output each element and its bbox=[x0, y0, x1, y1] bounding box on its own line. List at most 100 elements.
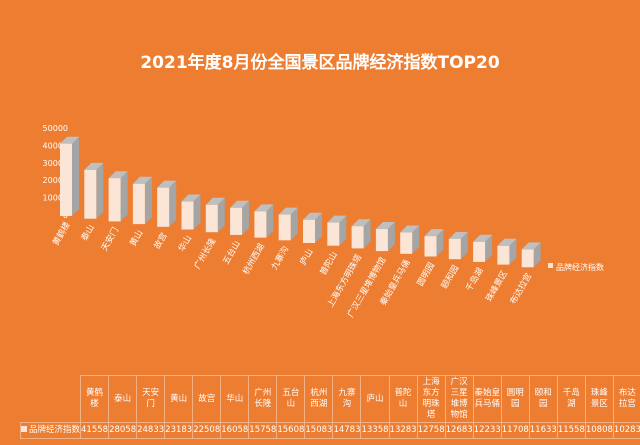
bar-side bbox=[509, 238, 517, 265]
table-header-cell: 杭州 西湖 bbox=[304, 375, 334, 423]
table-header-cell: 天安门 bbox=[136, 375, 166, 423]
bar bbox=[327, 222, 340, 246]
bar bbox=[521, 249, 534, 268]
bar-top bbox=[84, 162, 104, 170]
bar-top bbox=[448, 231, 468, 239]
x-tick-label: 天安门 bbox=[99, 225, 121, 253]
bar-side bbox=[217, 197, 225, 233]
bar-side bbox=[436, 229, 444, 257]
table-value-cell: 13283 bbox=[388, 422, 418, 439]
bar bbox=[278, 214, 291, 241]
x-tick-label: 千岛湖 bbox=[463, 266, 485, 294]
bar bbox=[181, 201, 194, 230]
y-tick-label: 20000 bbox=[43, 176, 68, 185]
table-header-cell: 泰山 bbox=[108, 375, 138, 423]
chart-plot: 01000020000300004000050000黄鹤楼泰山天安门黄山故宫华山… bbox=[43, 124, 604, 320]
bar bbox=[230, 207, 243, 235]
bar-top bbox=[254, 204, 274, 212]
x-tick-label: 圆明园 bbox=[416, 261, 437, 288]
bar-side bbox=[144, 176, 152, 225]
bar-top bbox=[400, 225, 420, 233]
bar bbox=[448, 238, 461, 260]
table-value-cell: 28058 bbox=[108, 422, 138, 439]
table-value-cell: 12233 bbox=[472, 422, 502, 439]
table-value-cell: 24833 bbox=[136, 422, 166, 439]
table-header-cell: 珠峰 景区 bbox=[584, 375, 614, 423]
x-tick-label: 广州长隆 bbox=[192, 236, 219, 271]
legend-swatch bbox=[21, 426, 27, 432]
series-name: 品牌经济指数 bbox=[29, 425, 81, 435]
bar-top bbox=[230, 200, 250, 208]
x-tick-label: 庐山 bbox=[298, 247, 316, 267]
table-value-cell: 22508 bbox=[192, 422, 222, 439]
bar-side bbox=[266, 204, 274, 238]
x-tick-label: 杭州西湖 bbox=[240, 242, 267, 277]
table-header-cell: 圆明园 bbox=[500, 375, 530, 423]
data-table: 黄鹤楼泰山 天安门黄山 故宫 华山 广州 长隆 五台山杭州 西湖 九寨沟庐山 普陀山上海 东方 明珠塔… bbox=[19, 375, 640, 439]
bar-side bbox=[193, 194, 201, 230]
bar-side bbox=[485, 234, 493, 262]
bar-top bbox=[473, 234, 493, 242]
table-header-cell: 布达 拉宫 bbox=[612, 375, 640, 423]
x-tick-label: 华山 bbox=[176, 234, 194, 254]
bar bbox=[108, 178, 121, 222]
bar bbox=[157, 187, 170, 227]
bar-top bbox=[424, 229, 444, 237]
bar bbox=[473, 241, 486, 262]
table-value-cell: 13358 bbox=[360, 422, 390, 439]
bar-top bbox=[205, 197, 225, 205]
table-value-cell: 23183 bbox=[164, 422, 194, 439]
table-header-cell: 广州 长隆 bbox=[248, 375, 278, 423]
x-tick-label: 黄鹤楼 bbox=[50, 220, 73, 248]
bar-top bbox=[303, 212, 322, 220]
bar bbox=[254, 211, 267, 238]
bar bbox=[84, 169, 97, 219]
bar-side bbox=[169, 180, 177, 227]
bar bbox=[303, 219, 315, 243]
table-header-cell: 庐山 bbox=[360, 375, 390, 423]
x-tick-label: 珠峰景区 bbox=[483, 268, 510, 303]
bar-side bbox=[120, 171, 128, 222]
table-header-cell: 千岛湖 bbox=[556, 375, 586, 423]
y-tick-label: 50000 bbox=[43, 124, 68, 133]
bar-top bbox=[351, 219, 371, 227]
bar-side bbox=[363, 219, 371, 249]
bar-top bbox=[327, 215, 347, 223]
bar bbox=[351, 226, 364, 249]
bar bbox=[400, 232, 413, 254]
table-value-cell: 10283 bbox=[612, 422, 640, 439]
table-value-cell: 11558 bbox=[556, 422, 586, 439]
x-tick-label: 五台山 bbox=[220, 239, 242, 267]
bar-top bbox=[108, 171, 128, 179]
table-value-cell: 12758 bbox=[416, 422, 446, 439]
x-tick-label: 颐和园 bbox=[440, 264, 461, 291]
bar-side bbox=[72, 136, 79, 216]
legend-label: 品牌经济指数 bbox=[556, 262, 604, 272]
table-value-cell: 41558 bbox=[80, 422, 110, 439]
table-header-cell: 普陀山 bbox=[388, 375, 418, 423]
x-tick-label: 黄山 bbox=[127, 228, 145, 248]
bar-side bbox=[387, 222, 395, 252]
bar-top bbox=[497, 238, 517, 246]
bar-side bbox=[315, 212, 322, 243]
bar bbox=[132, 183, 145, 225]
bar-side bbox=[96, 162, 104, 219]
table-value-cell: 14783 bbox=[332, 422, 362, 439]
table-series-label: 品牌经济指数 bbox=[19, 422, 82, 439]
table-header-cell: 华山 bbox=[220, 375, 250, 423]
bar-side bbox=[412, 225, 420, 254]
bar-top bbox=[132, 176, 152, 184]
bar-top bbox=[157, 180, 177, 188]
bar-top bbox=[375, 222, 395, 230]
table-header-cell: 秦始皇 兵马俑 bbox=[472, 375, 502, 423]
table-header-cell: 黄鹤楼 bbox=[80, 375, 110, 423]
y-tick-label: 40000 bbox=[43, 141, 68, 150]
table-value-cell: 12683 bbox=[444, 422, 474, 439]
bar-side bbox=[290, 207, 298, 241]
bar bbox=[497, 245, 510, 265]
x-tick-label: 普陀山 bbox=[318, 250, 340, 278]
table-value-cell: 15608 bbox=[276, 422, 306, 439]
table-header-cell: 上海 东方 明珠塔 bbox=[416, 375, 446, 423]
bar bbox=[205, 204, 218, 233]
bar-side bbox=[460, 231, 468, 260]
